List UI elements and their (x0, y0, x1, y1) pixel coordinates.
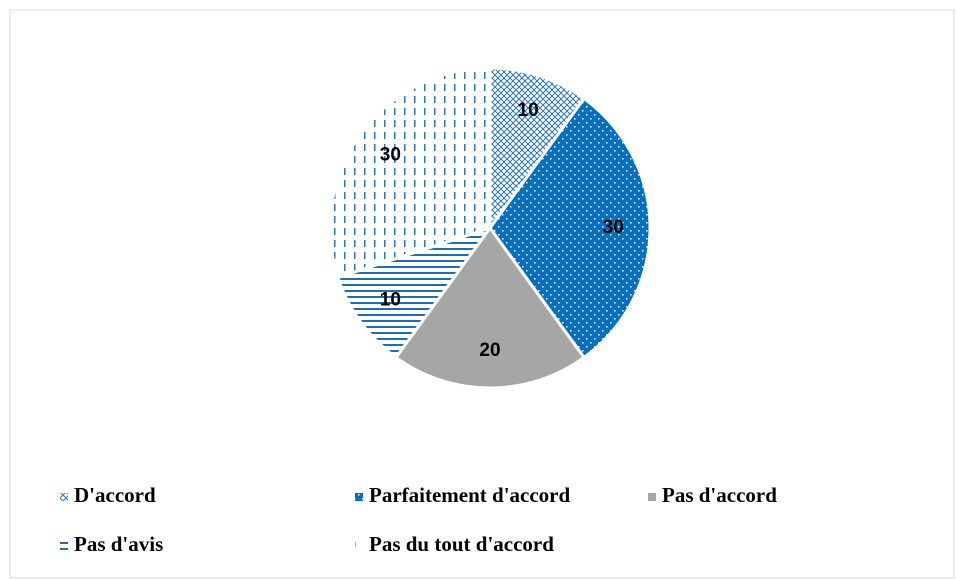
legend-marker (648, 493, 656, 501)
pie-slice (335, 225, 494, 360)
pie-slice (488, 66, 587, 233)
legend-marker (60, 542, 68, 550)
legend-marker (355, 542, 363, 550)
data-label: 10 (380, 289, 401, 310)
legend-label: Parfaitement d'accord (369, 483, 571, 507)
legend-marker (60, 493, 68, 501)
legend-label: D'accord (74, 483, 156, 507)
legend-label: Pas du tout d'accord (369, 532, 554, 556)
legend-marker (355, 493, 363, 501)
data-label: 30 (603, 217, 624, 238)
data-label: 30 (380, 145, 401, 166)
pie-slice (393, 225, 587, 390)
pie-slice (328, 66, 492, 280)
legend-label: Pas d'avis (74, 532, 163, 556)
data-label: 20 (479, 340, 500, 361)
pie-slice (488, 96, 652, 360)
legend-label: Pas d'accord (662, 483, 777, 507)
data-label: 10 (518, 100, 539, 121)
